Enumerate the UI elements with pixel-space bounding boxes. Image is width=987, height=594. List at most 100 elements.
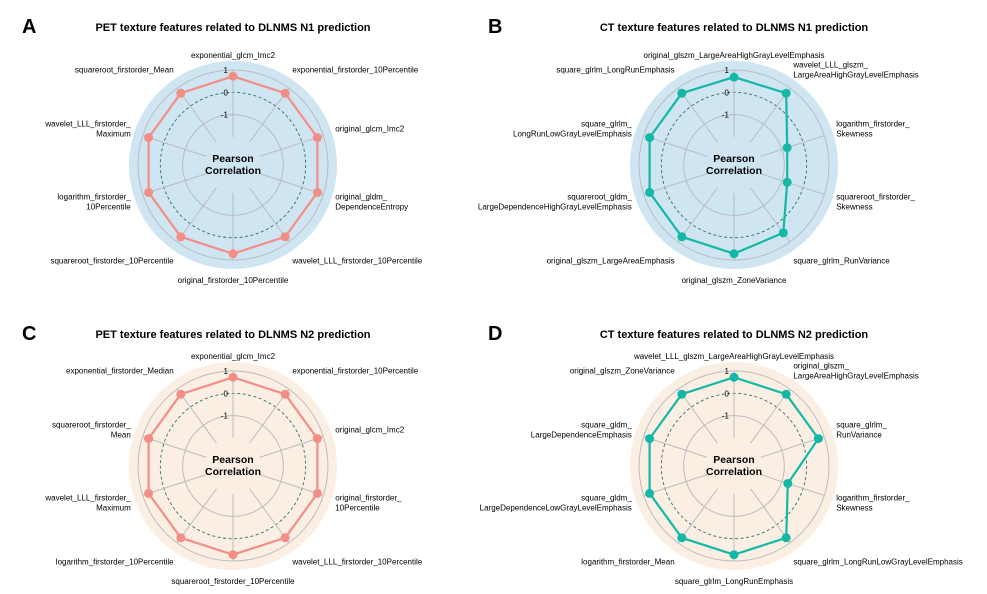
radar-panel-a: A PET texture features related to DLNMS N… [22,16,423,285]
data-point-8 [144,488,154,498]
tick-label: 1 [224,367,229,376]
radar-panel-c: C PET texture features related to DLNMS N… [22,323,423,586]
panel-title: CT texture features related to DLNMS N2 … [600,329,869,341]
data-point-2 [781,88,791,98]
feature-label: original_glszm_LargeAreaHighGrayLevelEmp… [793,362,918,381]
data-point-9 [645,133,655,143]
center-label-line1: Pearson [212,454,253,466]
panel-letter: A [22,16,36,38]
tick-label: -1 [221,111,229,120]
feature-label: logarithm_firstorder_Mean [581,557,674,566]
data-point-2 [781,389,791,399]
feature-label: original_glszm_ZoneVariance [682,276,787,285]
grid-spoke [259,135,324,157]
data-point-1 [228,372,238,382]
panel-letter: D [488,323,502,345]
feature-label: wavelet_LLL_glszm_LargeAreaHighGrayLevel… [792,61,918,80]
center-label-line2: Correlation [706,165,762,177]
data-point-7 [677,533,687,543]
grid-spoke [249,388,290,444]
data-point-7 [176,232,186,242]
feature-label: squareroot_firstorder_10Percentile [50,256,174,265]
feature-label: logarithm_firstorder_ Skewness [836,493,910,512]
grid-spoke [750,388,791,444]
feature-label: original_glszm_LargeAreaEmphasis [547,256,675,265]
grid-spoke [249,87,290,143]
tick-label: 0 [725,389,730,398]
grid-spoke [760,474,825,496]
grid-spoke [142,173,207,195]
feature-label: squareroot_firstorder_Mean [75,66,174,75]
tick-label: 0 [224,88,229,97]
feature-label: exponential_firstorder_10Percentile [292,66,418,75]
radar-hub [205,137,261,193]
panel-letter: C [22,323,36,345]
panel-title: PET texture features related to DLNMS N1… [95,22,370,34]
feature-label: logarithm_firstorder_ Skewness [836,120,910,139]
grid-spoke [677,488,718,544]
data-point-6 [228,249,238,259]
data-point-5 [280,533,290,543]
grid-spoke [750,488,791,544]
data-point-10 [176,88,186,98]
grid-spoke [176,488,217,544]
center-label-line1: Pearson [713,454,754,466]
grid-spoke [677,187,718,243]
feature-label: wavelet_LLL_firstorder_10Percentile [291,557,422,566]
grid-spoke [249,187,290,243]
grid-spoke [176,87,217,143]
feature-label: squareroot_firstorder_10Percentile [171,577,295,586]
data-point-2 [280,88,290,98]
grid-spoke [249,488,290,544]
radar-hub [706,137,762,193]
grid-spoke [259,436,324,458]
feature-label: wavelet_LLL_firstorder_ Maximum [44,120,131,139]
data-point-6 [729,550,739,560]
feature-label: original_glcm_Imc2 [335,125,404,134]
grid-spoke [677,388,718,444]
feature-label: square_glrlm_RunVariance [793,256,890,265]
grid-spoke [760,436,825,458]
grid-spoke [176,187,217,243]
data-point-10 [677,88,687,98]
data-point-8 [645,187,655,197]
data-point-9 [144,133,154,143]
grid-spoke [259,474,324,496]
feature-label: original_firstorder_10Percentile [178,276,289,285]
data-point-6 [729,249,739,259]
feature-label: wavelet_LLL_firstorder_ Maximum [44,493,131,512]
grid-spoke [760,173,825,195]
panel-title: PET texture features related to DLNMS N2… [95,329,370,341]
grid-spoke [677,87,718,143]
feature-label: original_glszm_LargeAreaHighGrayLevelEmp… [644,51,825,60]
tick-label: -1 [221,412,229,421]
feature-label: square_glrlm_LongRunEmphasis [556,66,674,75]
grid-spoke [259,173,324,195]
data-point-3 [782,143,792,153]
grid-spoke [760,135,825,157]
center-label-line1: Pearson [713,153,754,165]
data-point-10 [176,389,186,399]
tick-label: -1 [722,111,730,120]
data-point-5 [781,533,791,543]
feature-label: logarithm_firstorder_10Percentile [57,192,131,211]
feature-label: square_glrlm_LongRunLowGrayLevelEmphasis [513,120,632,139]
data-point-7 [176,533,186,543]
tick-label: 0 [725,88,730,97]
data-point-4 [312,187,322,197]
grid-spoke [176,388,217,444]
grid-spoke [643,135,708,157]
center-label-line2: Correlation [205,165,261,177]
data-point-3 [312,434,322,444]
tick-label: 1 [224,66,229,75]
feature-label: square_glrlm_LongRunEmphasis [675,577,793,586]
data-point-3 [312,133,322,143]
grid-spoke [643,173,708,195]
grid-spoke [142,474,207,496]
panel-title: CT texture features related to DLNMS N1 … [600,22,869,34]
radar-hub [706,438,762,494]
feature-label: square_glrlm_LongRunLowGrayLevelEmphasis [793,557,962,566]
feature-label: exponential_firstorder_Median [66,367,174,376]
data-point-4 [782,177,792,187]
feature-label: exponential_glcm_Imc2 [191,352,276,361]
